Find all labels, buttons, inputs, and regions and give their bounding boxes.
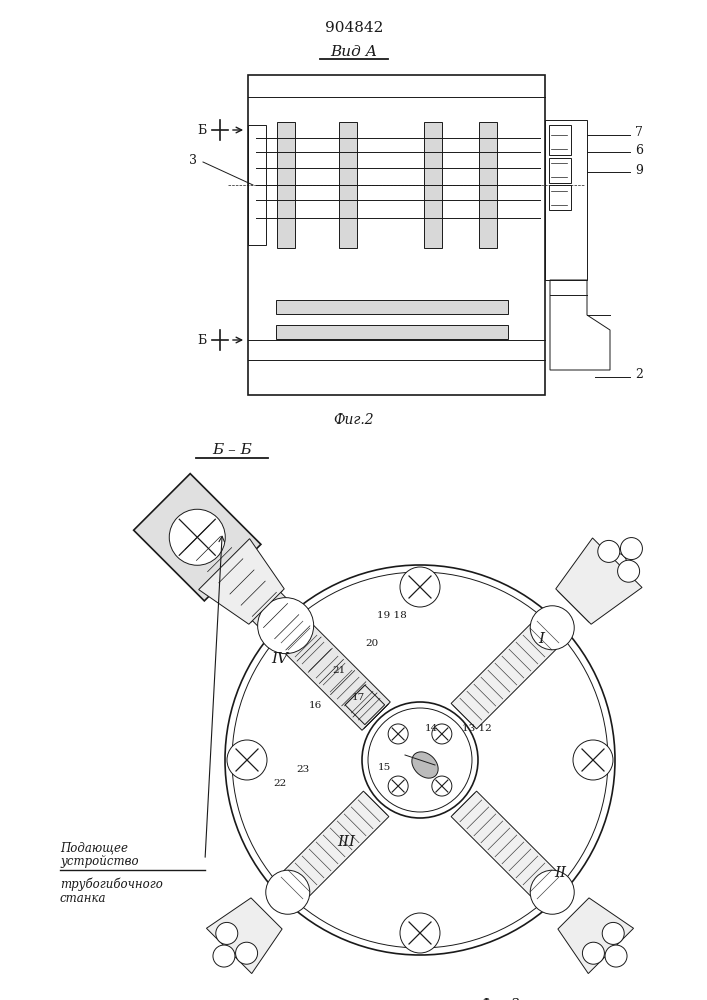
Circle shape <box>602 576 624 598</box>
Polygon shape <box>451 791 561 901</box>
Circle shape <box>400 567 440 607</box>
Text: Фиг.2: Фиг.2 <box>334 413 374 427</box>
Circle shape <box>530 606 574 650</box>
Text: Б – Б: Б – Б <box>212 443 252 457</box>
Circle shape <box>583 942 604 964</box>
Circle shape <box>213 553 235 575</box>
Text: 6: 6 <box>635 143 643 156</box>
Circle shape <box>266 870 310 914</box>
Text: станка: станка <box>60 892 107 904</box>
Bar <box>276 325 508 339</box>
Bar <box>549 125 571 155</box>
Circle shape <box>235 942 257 964</box>
Bar <box>549 185 571 210</box>
Text: 904842: 904842 <box>325 21 383 35</box>
Circle shape <box>257 598 314 654</box>
Polygon shape <box>206 898 282 974</box>
Polygon shape <box>183 523 390 730</box>
Circle shape <box>235 556 257 578</box>
Bar <box>549 158 571 183</box>
Circle shape <box>605 945 627 967</box>
Circle shape <box>388 776 408 796</box>
Polygon shape <box>556 538 642 624</box>
Circle shape <box>602 922 624 944</box>
Circle shape <box>621 538 643 560</box>
Circle shape <box>432 776 452 796</box>
Circle shape <box>598 540 620 562</box>
Circle shape <box>216 922 238 944</box>
Circle shape <box>216 576 238 598</box>
Text: Вид А: Вид А <box>330 45 378 59</box>
Circle shape <box>605 553 627 575</box>
Circle shape <box>573 740 613 780</box>
Text: Фиг.3: Фиг.3 <box>479 998 520 1000</box>
Circle shape <box>400 913 440 953</box>
Bar <box>339 122 357 248</box>
Text: 19 18: 19 18 <box>377 611 407 620</box>
Polygon shape <box>558 546 633 622</box>
Text: 13 12: 13 12 <box>462 724 492 733</box>
Bar <box>248 125 266 245</box>
Bar <box>276 300 508 314</box>
Polygon shape <box>199 539 284 624</box>
Text: 2: 2 <box>635 368 643 381</box>
Text: 21: 21 <box>332 666 345 675</box>
Circle shape <box>227 740 267 780</box>
Text: 17: 17 <box>352 693 365 702</box>
Text: 16: 16 <box>309 701 322 710</box>
Circle shape <box>530 870 574 914</box>
Text: 14: 14 <box>425 724 438 733</box>
Circle shape <box>388 724 408 744</box>
Text: 3: 3 <box>189 153 197 166</box>
Circle shape <box>266 606 310 650</box>
Text: Подающее: Подающее <box>60 842 128 854</box>
Text: 9: 9 <box>635 163 643 176</box>
Text: III: III <box>337 835 355 849</box>
Text: Б: Б <box>197 334 206 347</box>
Polygon shape <box>279 619 389 729</box>
Polygon shape <box>558 898 633 974</box>
Bar <box>545 120 587 280</box>
Bar <box>424 122 442 248</box>
Text: устройство: устройство <box>60 856 139 868</box>
Bar <box>248 75 545 395</box>
Text: трубогибочного: трубогибочного <box>60 877 163 891</box>
Text: 20: 20 <box>365 639 378 648</box>
Text: IV: IV <box>271 652 288 666</box>
Polygon shape <box>451 619 561 729</box>
Bar <box>479 122 497 248</box>
Text: 7: 7 <box>635 125 643 138</box>
Circle shape <box>169 509 226 565</box>
Circle shape <box>618 560 640 582</box>
Ellipse shape <box>412 752 438 778</box>
Circle shape <box>432 724 452 744</box>
Bar <box>277 122 295 248</box>
Text: 15: 15 <box>378 763 391 772</box>
Circle shape <box>583 556 604 578</box>
Text: Б: Б <box>197 123 206 136</box>
Circle shape <box>213 945 235 967</box>
Text: 23: 23 <box>296 765 310 774</box>
Text: 22: 22 <box>273 779 286 788</box>
Polygon shape <box>206 546 282 622</box>
Text: I: I <box>538 632 544 646</box>
Polygon shape <box>279 791 389 901</box>
Text: II: II <box>554 866 566 880</box>
Polygon shape <box>134 474 261 601</box>
